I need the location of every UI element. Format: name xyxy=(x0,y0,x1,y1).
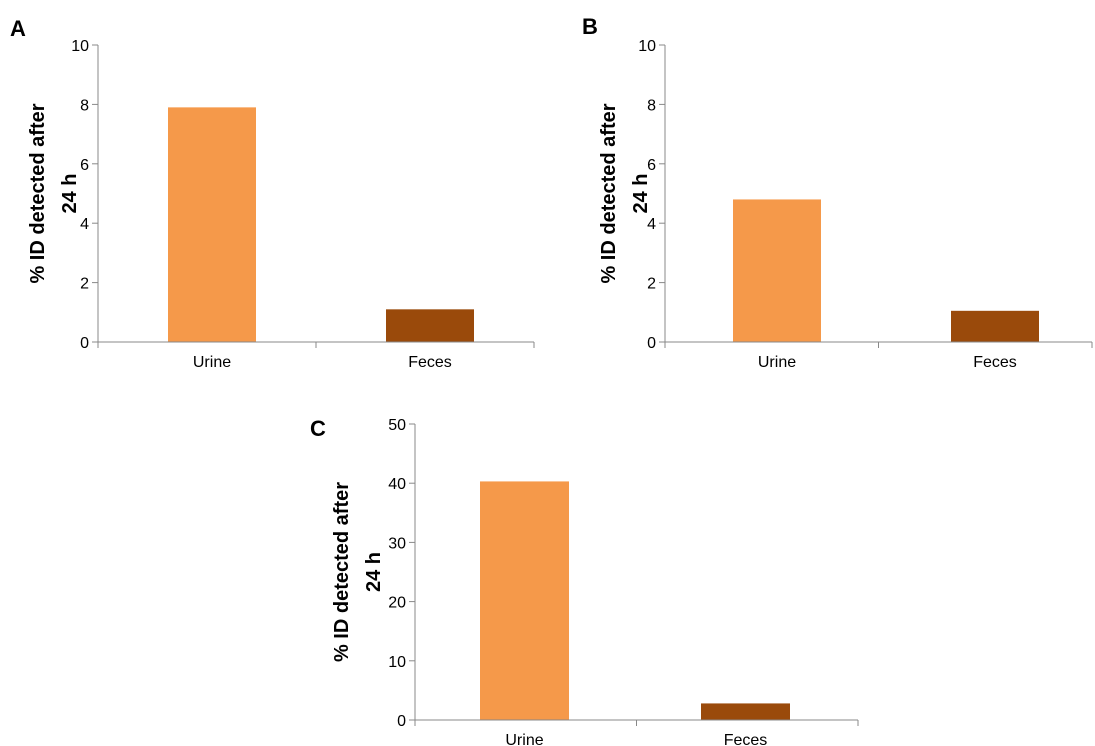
chart-panel-c: 0 10 20 30 40 50 Urine Feces C % ID detected afte… xyxy=(310,416,859,746)
x-tick-label: Urine xyxy=(505,732,543,746)
y-tick-label: 20 xyxy=(388,595,406,612)
y-tick-label: 4 xyxy=(647,216,656,233)
y-tick-label: 0 xyxy=(397,713,406,730)
bar-urine xyxy=(733,199,821,342)
bar-feces xyxy=(951,310,1039,342)
y-tick-label: 2 xyxy=(80,276,89,293)
y-tick-label: 8 xyxy=(80,97,89,114)
y-tick-label: 30 xyxy=(388,535,406,552)
y-tick-label: 10 xyxy=(71,38,89,55)
panel-label: C xyxy=(310,416,326,441)
y-axis-title: % ID detected after xyxy=(27,103,49,283)
panel-label: B xyxy=(582,14,598,39)
y-axis-title: 24 h xyxy=(59,173,81,213)
y-tick-label: 4 xyxy=(80,216,89,233)
x-tick-label: Urine xyxy=(193,354,231,371)
y-tick-label: 8 xyxy=(647,97,656,114)
chart-panel-b: 0 2 4 6 8 10 Urine Feces B % ID detected after 24 … xyxy=(582,14,1093,371)
bar-feces xyxy=(701,703,790,720)
y-tick-label: 6 xyxy=(80,157,89,174)
y-tick-label: 40 xyxy=(388,476,406,493)
x-tick-label: Feces xyxy=(724,732,768,746)
y-tick-label: 2 xyxy=(647,276,656,293)
panel-label: A xyxy=(10,16,26,41)
chart-panel-a: 0 2 4 6 8 10 Urine Feces A % ID detected after 24 … xyxy=(10,16,535,371)
y-axis-title: % ID detected after xyxy=(598,103,620,283)
bar-urine xyxy=(168,107,256,343)
y-tick-label: 10 xyxy=(388,654,406,671)
y-tick-label: 6 xyxy=(647,157,656,174)
y-tick-label: 0 xyxy=(647,335,656,352)
x-tick-label: Feces xyxy=(973,354,1017,371)
y-axis-title: % ID detected after xyxy=(331,482,353,662)
x-tick-label: Urine xyxy=(758,354,796,371)
y-tick-label: 0 xyxy=(80,335,89,352)
bar-urine xyxy=(480,481,569,720)
x-tick-label: Feces xyxy=(408,354,452,371)
y-axis-title: 24 h xyxy=(630,173,652,213)
y-tick-label: 50 xyxy=(388,417,406,434)
y-axis-title: 24 h xyxy=(363,552,385,592)
bar-feces xyxy=(386,309,474,342)
y-tick-label: 10 xyxy=(638,38,656,55)
